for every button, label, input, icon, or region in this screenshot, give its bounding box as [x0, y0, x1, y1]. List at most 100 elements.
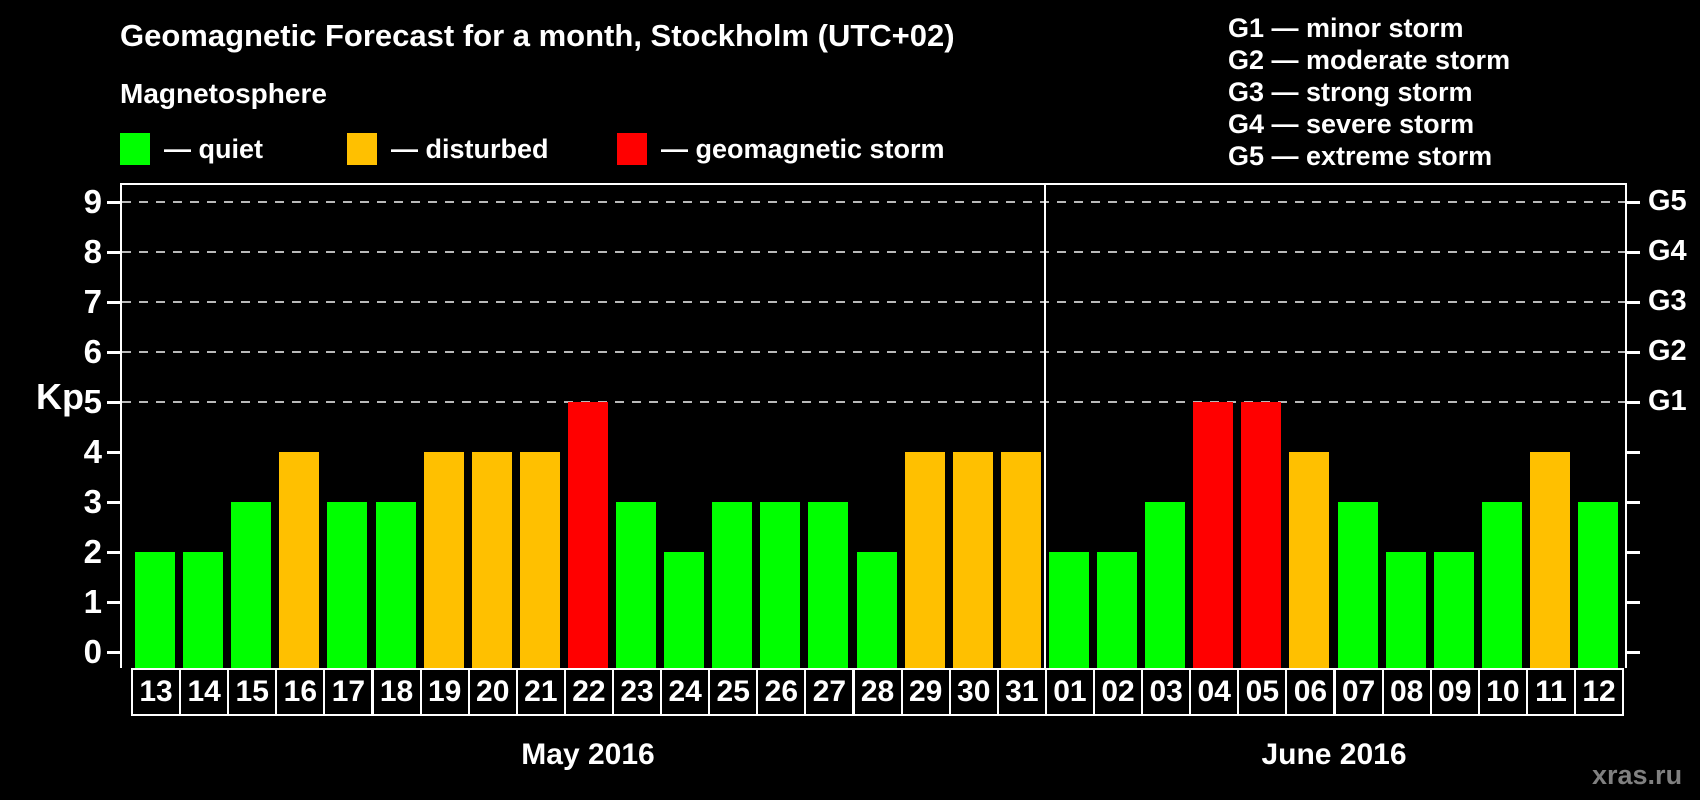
day-label-19: 19 — [427, 675, 462, 708]
legend-label-disturbed: — disturbed — [391, 133, 549, 164]
gridline-kp8 — [122, 251, 1625, 253]
day-box-13: 13 — [131, 668, 182, 716]
day-label-25: 25 — [716, 675, 750, 708]
right-axis-label-G2: G2 — [1648, 335, 1687, 367]
bar-day-june-01 — [1048, 552, 1089, 668]
bar-day-may-23 — [616, 502, 657, 668]
day-label-10: 10 — [1486, 675, 1520, 708]
y-tick-left-1 — [107, 601, 120, 604]
y-tick-right-3 — [1627, 501, 1640, 504]
right-axis-label-G3: G3 — [1648, 285, 1687, 317]
right-axis-label-G5: G5 — [1648, 185, 1687, 217]
y-tick-right-5 — [1627, 401, 1640, 404]
day-label-20: 20 — [476, 675, 510, 708]
day-label-04: 04 — [1197, 675, 1231, 708]
day-box-11: 11 — [1525, 668, 1576, 716]
bar-day-june-11 — [1529, 452, 1570, 668]
day-label-16: 16 — [283, 675, 318, 708]
bar-day-may-24 — [664, 552, 705, 668]
month-label-june: June 2016 — [1261, 738, 1407, 771]
bar-day-june-12 — [1578, 502, 1619, 668]
bar-day-may-22 — [567, 402, 608, 668]
day-box-25: 25 — [708, 668, 759, 716]
bar-day-may-20 — [471, 452, 512, 668]
y-tick-label-4: 4 — [83, 433, 102, 470]
day-label-07: 07 — [1341, 675, 1376, 708]
day-box-08: 08 — [1381, 668, 1432, 716]
gridline-kp9 — [122, 201, 1625, 203]
y-tick-right-2 — [1627, 551, 1640, 554]
y-tick-right-6 — [1627, 351, 1640, 354]
storm-scale-line-5: G5 — extreme storm — [1228, 141, 1493, 171]
bar-day-june-06 — [1289, 452, 1330, 668]
y-tick-left-7 — [107, 301, 120, 304]
day-label-26: 26 — [764, 675, 799, 708]
y-axis-title: Kp — [36, 376, 84, 417]
bar-day-may-28 — [856, 552, 897, 668]
y-tick-label-6: 6 — [83, 333, 102, 370]
day-label-14: 14 — [187, 675, 221, 708]
y-tick-right-1 — [1627, 601, 1640, 604]
day-box-04: 04 — [1189, 668, 1240, 716]
day-label-22: 22 — [572, 675, 606, 708]
bar-day-may-26 — [760, 502, 801, 668]
bar-day-june-10 — [1481, 502, 1522, 668]
bar-day-may-25 — [712, 502, 753, 668]
day-label-09: 09 — [1438, 675, 1472, 708]
bar-day-june-08 — [1385, 552, 1426, 668]
legend-item-quiet: — quiet — [120, 133, 263, 165]
y-tick-left-9 — [107, 201, 120, 204]
day-box-30: 30 — [948, 668, 999, 716]
y-tick-label-3: 3 — [83, 483, 102, 520]
day-box-10: 10 — [1477, 668, 1528, 716]
day-box-01: 01 — [1044, 668, 1095, 716]
day-label-28: 28 — [860, 675, 895, 708]
day-label-06: 06 — [1293, 675, 1328, 708]
bar-day-may-15 — [231, 502, 272, 668]
y-tick-right-4 — [1627, 451, 1640, 454]
gridline-kp5 — [122, 401, 1625, 403]
y-tick-left-2 — [107, 551, 120, 554]
day-box-17: 17 — [323, 668, 374, 716]
day-box-26: 26 — [756, 668, 807, 716]
day-label-13: 13 — [139, 675, 173, 708]
bar-day-may-21 — [519, 452, 560, 668]
y-tick-left-6 — [107, 351, 120, 354]
y-tick-label-2: 2 — [83, 533, 102, 570]
bar-day-june-04 — [1193, 402, 1234, 668]
day-box-09: 09 — [1429, 668, 1480, 716]
day-box-19: 19 — [419, 668, 470, 716]
day-box-14: 14 — [179, 668, 230, 716]
day-box-24: 24 — [660, 668, 711, 716]
storm-scale-line-3: G3 — strong storm — [1228, 77, 1473, 107]
bar-day-may-16 — [279, 452, 320, 668]
day-label-18: 18 — [379, 675, 414, 708]
bar-day-may-18 — [375, 502, 416, 668]
disturbed-color-swatch — [347, 133, 377, 165]
y-tick-left-3 — [107, 501, 120, 504]
gridline-kp7 — [122, 301, 1625, 303]
day-label-31: 31 — [1005, 675, 1039, 708]
day-label-15: 15 — [235, 675, 269, 708]
day-label-02: 02 — [1101, 675, 1135, 708]
y-tick-left-8 — [107, 251, 120, 254]
day-label-08: 08 — [1389, 675, 1424, 708]
day-label-05: 05 — [1245, 675, 1280, 708]
day-label-29: 29 — [908, 675, 943, 708]
bar-day-may-30 — [952, 452, 993, 668]
magnetosphere-legend: — quiet — disturbed — geomagnetic storm — [0, 133, 1700, 169]
y-tick-right-8 — [1627, 251, 1640, 254]
day-box-18: 18 — [371, 668, 422, 716]
y-tick-left-0 — [107, 651, 120, 654]
storm-color-swatch — [617, 133, 647, 165]
day-box-05: 05 — [1237, 668, 1288, 716]
bar-day-may-31 — [1000, 452, 1041, 668]
y-tick-label-1: 1 — [83, 583, 102, 620]
bar-day-may-14 — [183, 552, 224, 668]
storm-scale-line-1: G1 — minor storm — [1228, 13, 1464, 43]
y-tick-left-4 — [107, 451, 120, 454]
day-box-20: 20 — [467, 668, 518, 716]
month-label-may: May 2016 — [521, 738, 655, 771]
bar-day-may-27 — [808, 502, 849, 668]
